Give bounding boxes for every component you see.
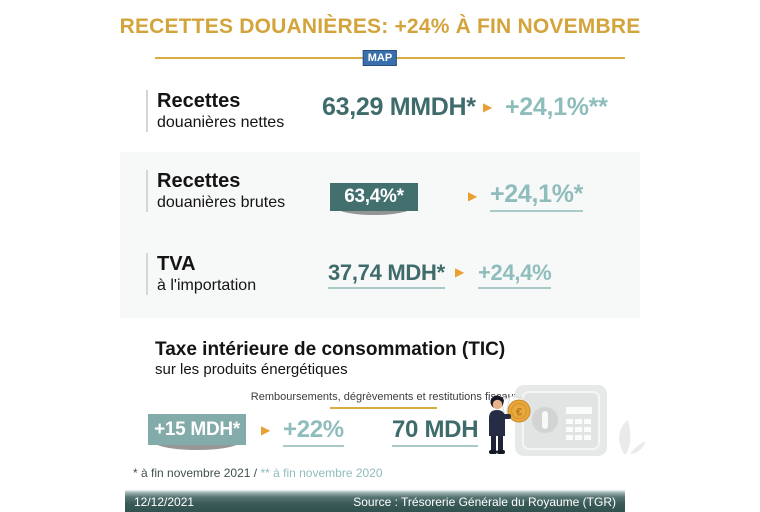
- gross-receipts-change: +24,1%*: [490, 180, 583, 212]
- tic-change: +22%: [283, 416, 344, 447]
- tic-note: Remboursements, dégrèvements et restitut…: [250, 391, 520, 403]
- tic-value-badge: +15 MDH*: [148, 414, 246, 445]
- footnote-2020: ** à fin novembre 2020: [260, 466, 383, 480]
- tic-total: 70 MDH: [392, 416, 479, 447]
- ribbon-shadow: [153, 441, 241, 450]
- svg-text:€: €: [516, 407, 522, 419]
- footer-source: Source : Trésorerie Générale du Royaume …: [353, 495, 616, 509]
- net-receipts-change: +24,1%**: [505, 93, 608, 121]
- tic-subtitle: sur les produits énergétiques: [155, 361, 348, 378]
- row-vat-label: TVA à l'importation: [146, 253, 256, 295]
- footer-bar: 12/12/2021 Source : Trésorerie Générale …: [125, 490, 625, 512]
- arrow-right-icon: ▶: [455, 265, 465, 279]
- tic-title: Taxe intérieure de consommation (TIC): [155, 339, 506, 360]
- footnote: * à fin novembre 2021 / ** à fin novembr…: [133, 466, 383, 480]
- row-label-sub: à l'importation: [157, 277, 257, 294]
- vat-change: +24,4%: [478, 260, 552, 289]
- arrow-right-icon: ▶: [468, 189, 478, 203]
- map-logo: MAP: [362, 50, 398, 66]
- row-label-sub: douanières nettes: [157, 114, 285, 131]
- row-label-sub: douanières brutes: [157, 194, 286, 211]
- safe-illustration: €: [489, 385, 646, 456]
- row-label-title: Recettes: [157, 170, 241, 192]
- row-gross-receipts-label: Recettes douanières brutes: [146, 170, 285, 212]
- person-icon: [489, 395, 511, 454]
- row-label-title: TVA: [157, 253, 196, 275]
- row-net-receipts-label: Recettes douanières nettes: [146, 90, 284, 132]
- row-label-title: Recettes: [157, 90, 241, 112]
- leaf-icon: [619, 420, 646, 454]
- tic-note-underline: [330, 407, 437, 409]
- footer-date: 12/12/2021: [134, 495, 195, 509]
- net-receipts-value: 63,29 MMDH*: [322, 93, 476, 121]
- footnote-separator: /: [250, 466, 261, 480]
- gross-receipts-value-badge: 63,4%*: [330, 183, 418, 211]
- footnote-2021: * à fin novembre 2021: [133, 466, 251, 480]
- arrow-right-icon: ▶: [483, 100, 493, 114]
- arrow-right-icon: ▶: [261, 423, 271, 437]
- coin-icon: €: [507, 399, 531, 423]
- page-title: RECETTES DOUANIÈRES: +24% À FIN NOVEMBRE: [119, 15, 641, 38]
- safe-icon: [515, 385, 607, 456]
- gray-band-background: [120, 152, 640, 318]
- vat-value: 37,74 MDH*: [328, 260, 445, 289]
